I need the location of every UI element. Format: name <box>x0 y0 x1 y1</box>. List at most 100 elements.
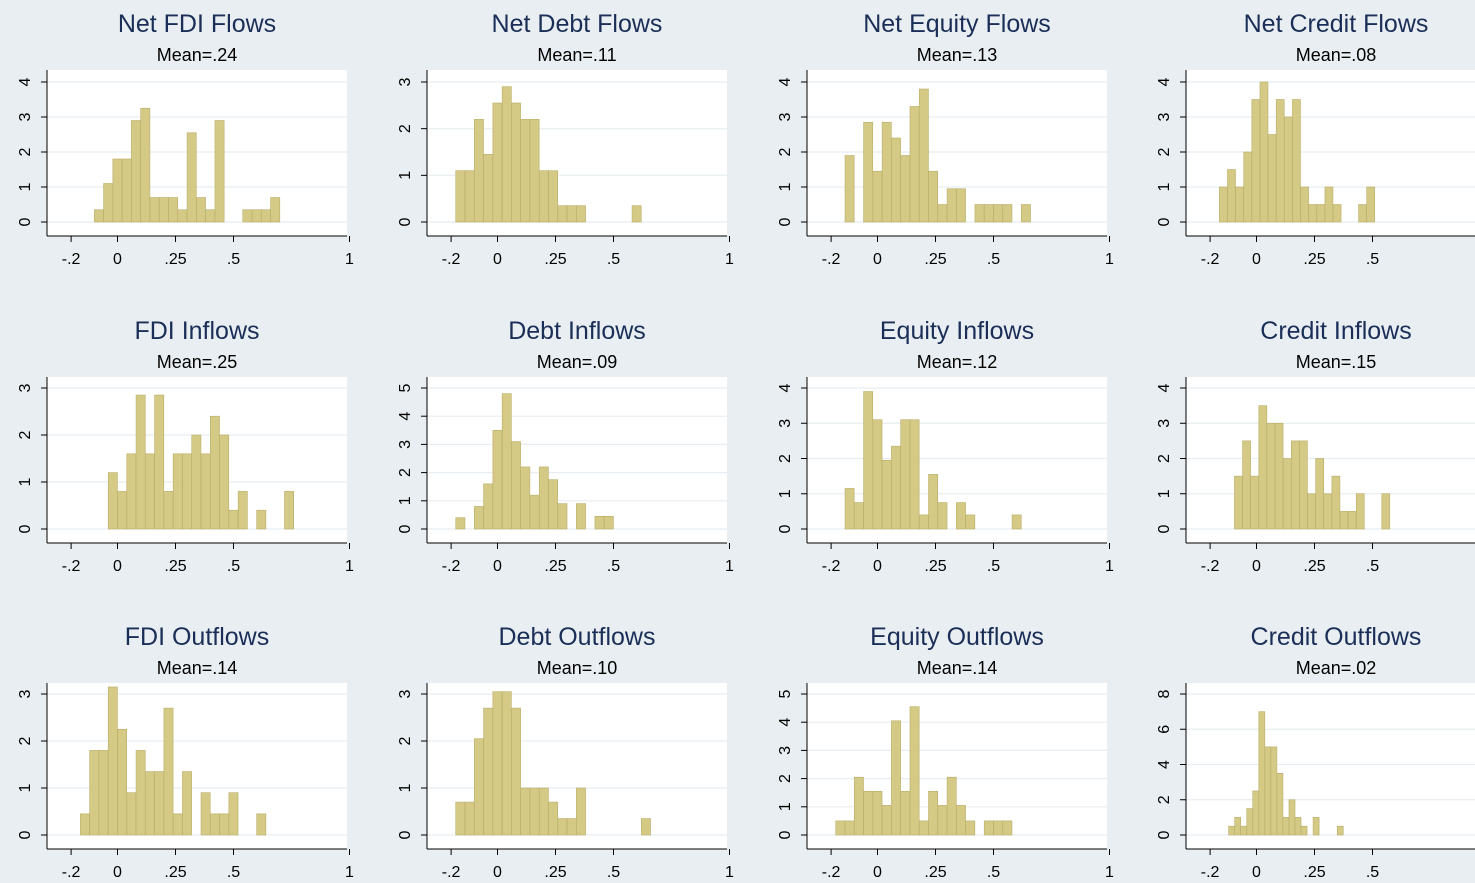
histogram-bar <box>529 787 540 836</box>
y-tick-label: 3 <box>1156 419 1173 428</box>
y-tick-label: 2 <box>397 124 414 133</box>
x-tick-label: -.2 <box>62 558 81 575</box>
histogram-bar <box>603 516 614 530</box>
histogram-bar <box>473 119 484 223</box>
histogram-bar <box>168 197 179 223</box>
histogram-panel: 0 1 2 3 4 -.2 0 .25 .5 1 Net Equity Flows Mean=.13 <box>777 10 1114 268</box>
histogram-bar <box>107 686 118 836</box>
x-tick-label: 0 <box>873 864 882 881</box>
x-tick-label: 1 <box>345 251 354 268</box>
histogram-bar <box>965 514 976 530</box>
histogram-bar <box>993 204 1003 223</box>
histogram-bar <box>501 86 512 223</box>
histogram-bar <box>548 801 559 836</box>
histogram-bar <box>557 503 568 530</box>
histogram-bar <box>548 479 559 530</box>
y-tick-label: 2 <box>17 430 34 439</box>
x-tick-label: .25 <box>1303 251 1325 268</box>
histogram-bar <box>1234 817 1242 836</box>
histogram-bar <box>177 209 188 223</box>
x-tick-label: .5 <box>987 558 1000 575</box>
y-tick-label: 1 <box>397 496 414 505</box>
histogram-bar <box>900 155 911 223</box>
x-tick-label: .25 <box>924 558 946 575</box>
y-tick-label: 1 <box>1156 182 1173 191</box>
histogram-bar <box>1270 746 1278 836</box>
histogram-bar <box>117 491 127 530</box>
histogram-bar <box>538 170 549 223</box>
histogram-bar <box>483 707 494 836</box>
x-tick-label: 1 <box>1105 558 1114 575</box>
histogram-bar <box>214 120 225 223</box>
histogram-bar <box>501 393 512 530</box>
histogram-bar <box>641 818 651 836</box>
panel-title: Debt Inflows <box>508 317 646 345</box>
x-tick-label: 1 <box>725 251 734 268</box>
histogram-bar <box>511 707 521 836</box>
histogram-bar <box>135 394 146 530</box>
histogram-bar <box>909 419 920 530</box>
histogram-bar <box>149 197 160 223</box>
x-tick-label: .5 <box>227 251 240 268</box>
histogram-bar <box>1307 493 1316 530</box>
y-tick-label: 2 <box>397 468 414 477</box>
panel-subtitle: Mean=.12 <box>917 352 998 372</box>
y-tick-label: 4 <box>1156 77 1173 86</box>
histogram-bar <box>1339 511 1349 530</box>
x-tick-label: .5 <box>607 251 620 268</box>
histogram-panel: 0 1 2 3 -.2 0 .25 .5 1 Debt Outflows Mean=.10 <box>397 623 734 881</box>
histogram-bar <box>1243 151 1253 223</box>
histogram-bar <box>881 459 892 530</box>
histogram-bar <box>529 494 540 530</box>
x-tick-label: .25 <box>164 251 186 268</box>
y-tick-label: 4 <box>777 718 794 727</box>
histogram-bar <box>98 750 109 836</box>
panel-title: FDI Outflows <box>125 623 269 651</box>
y-tick-label: 0 <box>1156 830 1173 839</box>
histogram-bar <box>80 813 90 836</box>
y-tick-label: 2 <box>1156 454 1173 463</box>
y-tick-label: 1 <box>1156 489 1173 498</box>
histogram-bar <box>126 453 137 530</box>
y-tick-label: 3 <box>397 440 414 449</box>
y-tick-label: 1 <box>17 477 34 486</box>
histogram-bar <box>483 483 494 530</box>
histogram-bar <box>1250 475 1260 530</box>
x-tick-label: .5 <box>1366 251 1379 268</box>
x-tick-label: 1 <box>725 864 734 881</box>
histogram-bar <box>844 820 855 836</box>
histogram-bar <box>191 434 202 530</box>
histogram-bar <box>538 787 549 836</box>
histogram-bar <box>1282 458 1292 530</box>
histogram-bar <box>1227 169 1236 223</box>
histogram-bar <box>937 502 948 530</box>
y-tick-label: 0 <box>777 217 794 226</box>
histogram-bar <box>117 728 127 836</box>
x-tick-label: 0 <box>113 864 122 881</box>
panel-subtitle: Mean=.14 <box>157 658 238 678</box>
histogram-bar <box>1275 99 1285 223</box>
y-tick-label: 1 <box>777 182 794 191</box>
panel-subtitle: Mean=.24 <box>157 45 238 65</box>
y-tick-label: 0 <box>1156 524 1173 533</box>
y-tick-label: 0 <box>397 830 414 839</box>
y-tick-label: 2 <box>17 736 34 745</box>
panel-title: Debt Outflows <box>498 623 655 651</box>
x-tick-label: 0 <box>1252 864 1261 881</box>
panel-title: Equity Outflows <box>870 623 1044 651</box>
histogram-bar <box>872 170 883 223</box>
histogram-bar <box>492 691 503 836</box>
histogram-bar <box>576 205 586 223</box>
histogram-bar <box>974 204 985 223</box>
x-tick-label: 0 <box>493 251 502 268</box>
x-tick-label: 0 <box>493 558 502 575</box>
y-tick-label: 0 <box>17 524 34 533</box>
histogram-bar <box>492 102 503 223</box>
x-tick-label: .5 <box>987 251 1000 268</box>
histogram-bar <box>594 516 605 530</box>
y-tick-label: 4 <box>397 412 414 421</box>
histogram-bar <box>1282 817 1290 836</box>
histogram-bar <box>135 750 146 836</box>
